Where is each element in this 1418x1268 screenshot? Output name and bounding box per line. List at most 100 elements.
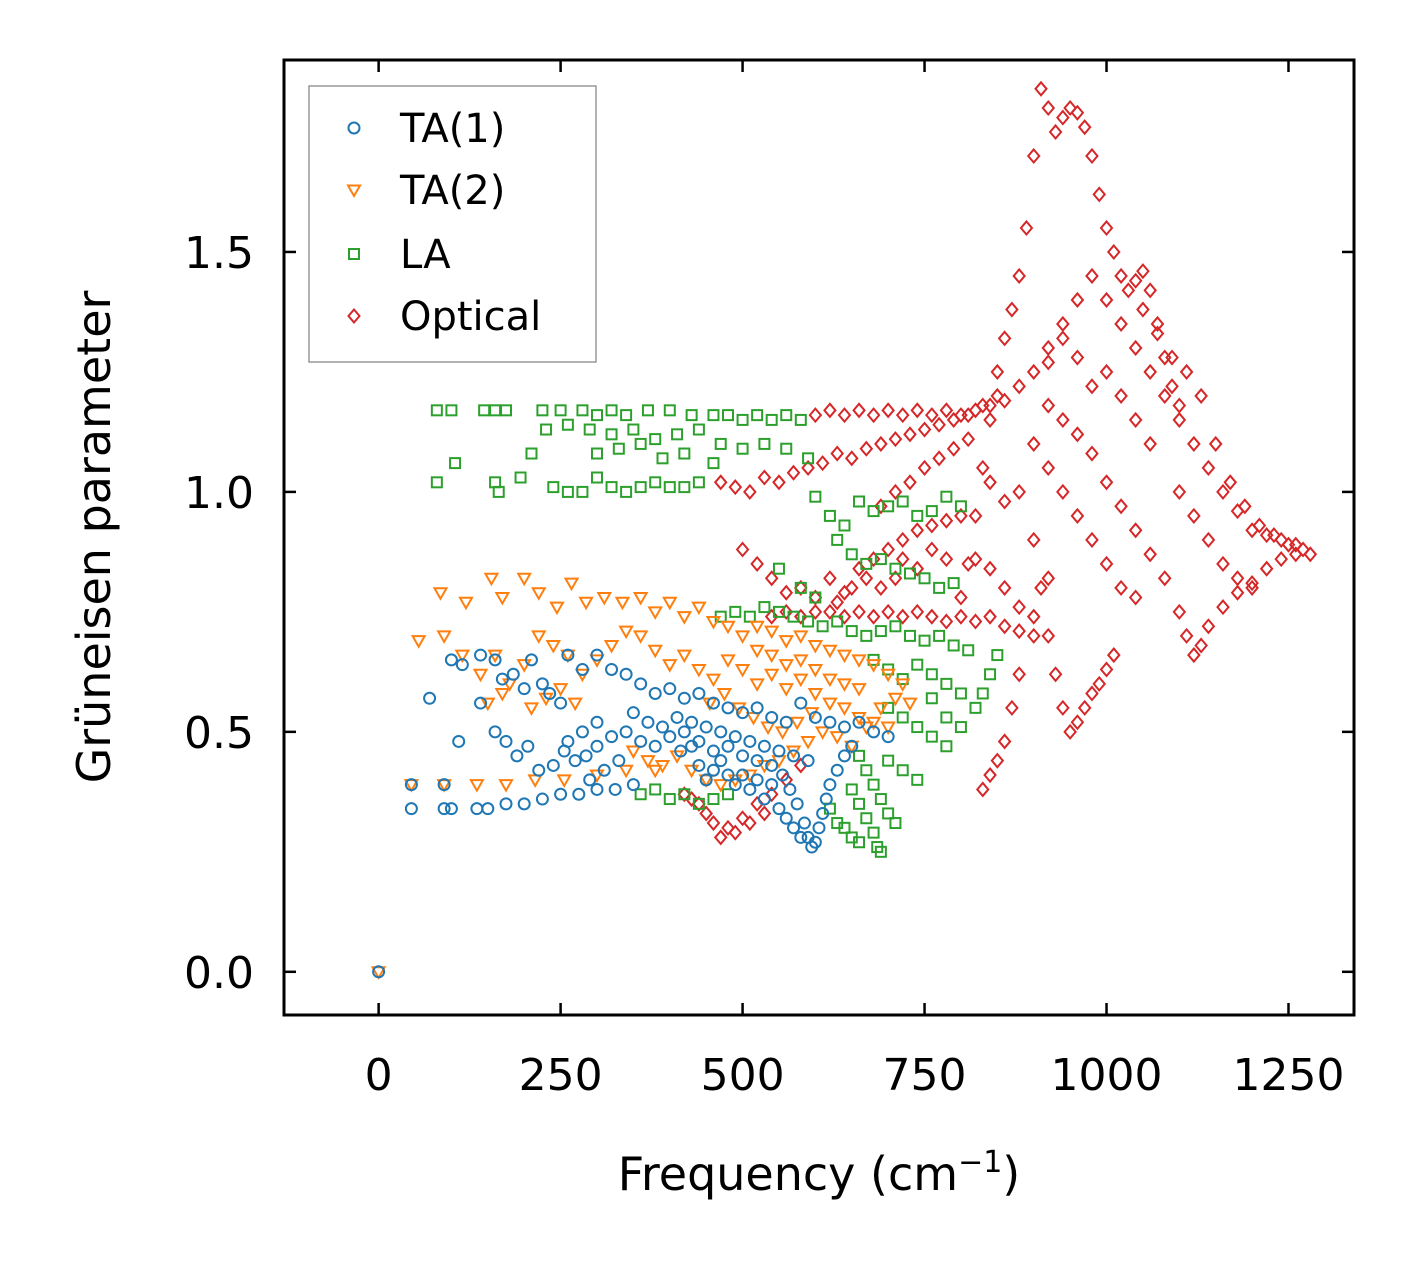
legend: TA(1) TA(2) LA Optical: [308, 85, 597, 363]
data-point: [1179, 627, 1194, 644]
data-point: [647, 764, 663, 779]
data-point: [889, 817, 902, 830]
data-point: [663, 730, 677, 744]
data-point: [1005, 699, 1019, 716]
data-point: [1085, 445, 1099, 462]
data-point: [670, 710, 684, 724]
data-point: [793, 673, 809, 688]
data-point: [488, 653, 502, 667]
data-point: [590, 447, 603, 460]
data-point: [1165, 378, 1179, 395]
data-point: [793, 757, 808, 774]
data-point: [583, 773, 597, 787]
data-point: [685, 715, 699, 729]
data-point: [911, 773, 924, 786]
data-point: [793, 608, 808, 625]
data-point: [830, 594, 845, 611]
data-point: [620, 485, 633, 498]
data-point: [722, 788, 735, 801]
data-point: [801, 459, 815, 476]
data-point: [1157, 387, 1172, 404]
data-point: [860, 812, 873, 825]
data-point: [1274, 551, 1289, 568]
data-point: [576, 485, 589, 498]
data-point: [983, 608, 997, 625]
data-point: [896, 764, 909, 777]
data-point: [524, 653, 538, 667]
data-point: [743, 814, 757, 832]
data-point: [692, 797, 705, 810]
data-point: [1012, 623, 1026, 640]
data-point: [444, 802, 458, 816]
data-point: [881, 730, 895, 744]
data-point: [866, 551, 881, 568]
data-point: [536, 404, 549, 417]
data-point: [918, 572, 931, 585]
data-point: [578, 596, 594, 611]
data-point: [692, 686, 706, 700]
data-point: [1048, 123, 1063, 141]
data-point: [500, 404, 513, 417]
data-point: [778, 683, 794, 697]
data-point: [865, 659, 882, 673]
data-point: [836, 678, 853, 692]
data-point: [1070, 714, 1085, 731]
data-point: [1026, 435, 1041, 452]
data-point: [648, 686, 662, 700]
data-point: [852, 715, 866, 729]
data-point: [692, 758, 706, 772]
data-point: [997, 330, 1012, 347]
data-point: [510, 749, 524, 763]
data-point: [1121, 282, 1136, 299]
data-point: [677, 691, 691, 705]
y-tick-label: 1.5: [184, 228, 254, 279]
data-point: [647, 644, 663, 659]
data-point: [797, 816, 811, 830]
data-point: [1201, 618, 1216, 635]
data-point: [808, 589, 823, 606]
data-point: [517, 797, 531, 811]
data-point: [556, 774, 572, 788]
data-point: [990, 752, 1005, 769]
data-point: [721, 739, 735, 753]
data-point: [625, 745, 642, 760]
data-point: [685, 739, 699, 753]
data-point: [481, 802, 495, 816]
data-point: [444, 653, 458, 667]
data-point: [853, 836, 866, 849]
data-point: [866, 608, 881, 625]
data-point: [822, 673, 838, 688]
data-point: [1056, 483, 1070, 500]
data-point: [800, 735, 816, 750]
data-point: [634, 481, 647, 494]
data-point: [572, 787, 586, 801]
data-point: [903, 426, 917, 443]
data-point: [654, 759, 671, 774]
data-point: [888, 570, 903, 587]
data-point: [968, 402, 983, 419]
data-point: [423, 691, 437, 705]
data-point: [554, 787, 568, 801]
data-point: [1143, 435, 1158, 452]
data-point: [903, 629, 916, 642]
data-point: [940, 677, 953, 690]
data-point: [1238, 498, 1252, 515]
data-point: [706, 744, 720, 758]
data-point: [837, 720, 851, 734]
data-point: [1012, 599, 1026, 616]
data-point: [807, 687, 824, 702]
data-point: [910, 560, 925, 577]
data-point: [1056, 330, 1070, 347]
data-point: [954, 589, 968, 606]
data-point: [910, 603, 925, 620]
legend-marker-shape: [348, 248, 360, 260]
data-point: [707, 457, 720, 470]
data-point: [1194, 637, 1208, 654]
data-point: [683, 764, 700, 779]
data-point: [722, 409, 735, 422]
data-point: [954, 407, 968, 424]
data-point: [596, 591, 612, 606]
data-point: [1070, 426, 1085, 443]
axis-ticks-layer: 0 250 500 750 1000 1250 0.0 0.5 1.0 1.5: [184, 60, 1354, 1101]
data-point: [844, 450, 859, 467]
